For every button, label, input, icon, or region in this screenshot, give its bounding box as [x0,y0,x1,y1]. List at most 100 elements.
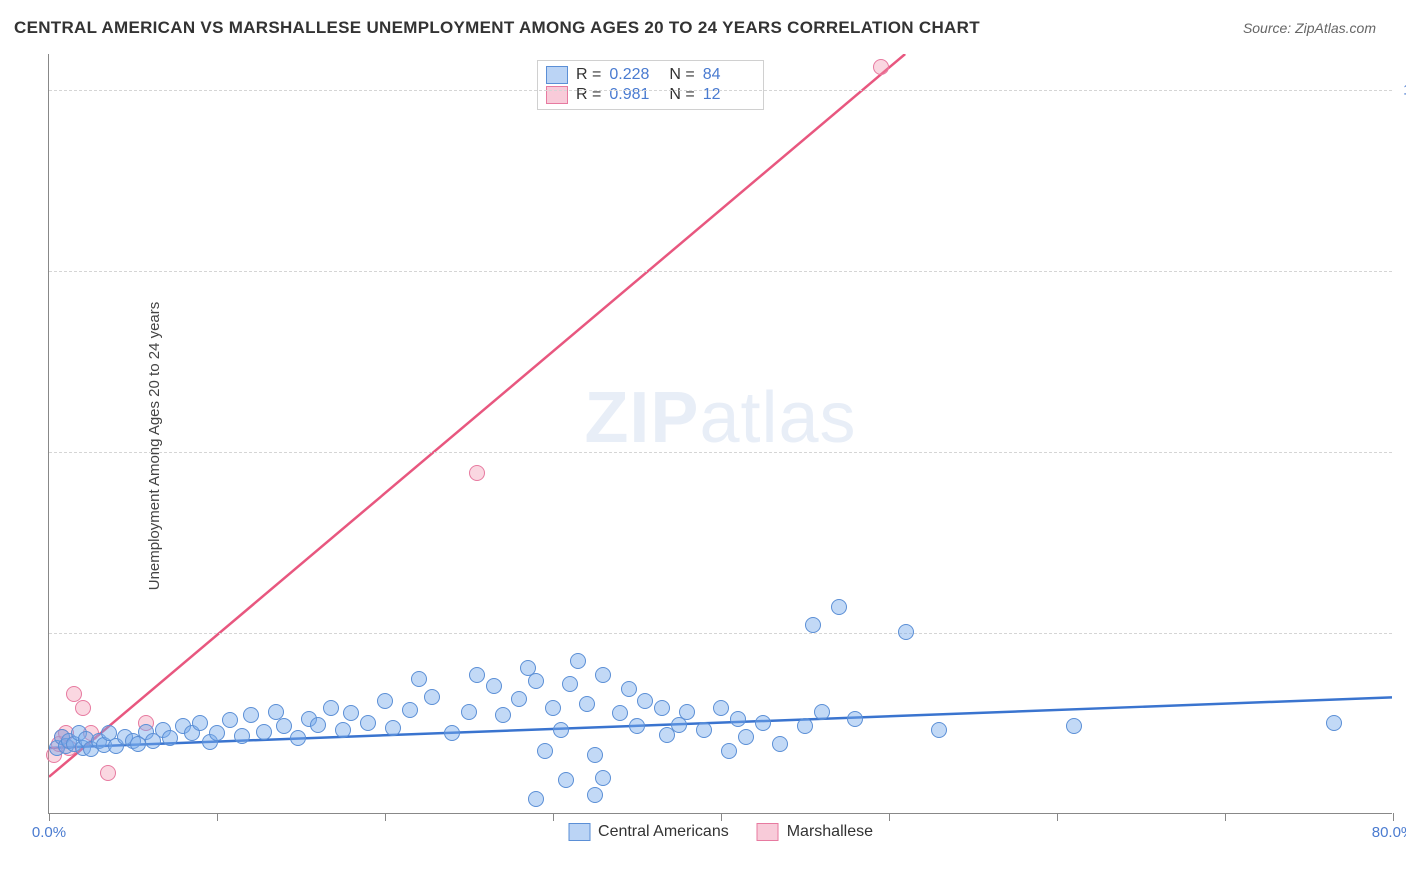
swatch-pink [757,823,779,841]
scatter-point-blue [831,599,847,615]
scatter-point-blue [537,743,553,759]
scatter-point-pink [75,700,91,716]
scatter-point-blue [424,689,440,705]
scatter-point-blue [587,747,603,763]
scatter-point-blue [730,711,746,727]
swatch-blue [546,66,568,84]
scatter-point-blue [579,696,595,712]
scatter-point-blue [545,700,561,716]
gridline-h [49,633,1392,634]
scatter-point-blue [256,724,272,740]
scatter-point-blue [411,671,427,687]
scatter-point-blue [738,729,754,745]
chart-title: CENTRAL AMERICAN VS MARSHALLESE UNEMPLOY… [14,18,980,38]
x-tick [49,813,50,821]
watermark: ZIPatlas [584,377,856,459]
scatter-point-blue [713,700,729,716]
scatter-point-blue [679,704,695,720]
scatter-point-blue [209,725,225,741]
swatch-blue [568,823,590,841]
scatter-point-blue [772,736,788,752]
scatter-point-blue [1326,715,1342,731]
scatter-point-blue [755,715,771,731]
gridline-h [49,271,1392,272]
scatter-point-blue [222,712,238,728]
scatter-point-blue [629,718,645,734]
scatter-point-blue [528,673,544,689]
x-tick [385,813,386,821]
stats-row-pink: R = 0.981 N = 12 [546,85,755,105]
scatter-point-blue [612,705,628,721]
scatter-point-blue [335,722,351,738]
n-label: N = [669,86,694,104]
scatter-point-blue [402,702,418,718]
scatter-point-blue [595,770,611,786]
gridline-h [49,90,1392,91]
scatter-point-blue [495,707,511,723]
chart-container: ZIPatlas R = 0.228 N = 84 R = 0.981 N = … [48,54,1392,844]
x-tick [1057,813,1058,821]
x-tick [889,813,890,821]
scatter-point-blue [444,725,460,741]
source-label: Source: ZipAtlas.com [1243,20,1376,36]
legend-item-blue: Central Americans [568,823,729,841]
scatter-point-blue [1066,718,1082,734]
scatter-point-blue [587,787,603,803]
scatter-point-blue [696,722,712,738]
stats-legend: R = 0.228 N = 84 R = 0.981 N = 12 [537,60,764,110]
scatter-point-blue [511,691,527,707]
scatter-point-blue [898,624,914,640]
n-value-blue: 84 [703,66,755,84]
scatter-point-blue [268,704,284,720]
scatter-point-blue [290,730,306,746]
plot-area: ZIPatlas R = 0.228 N = 84 R = 0.981 N = … [48,54,1392,814]
scatter-point-blue [385,720,401,736]
x-tick [721,813,722,821]
scatter-point-blue [323,700,339,716]
scatter-point-pink [469,465,485,481]
scatter-point-blue [805,617,821,633]
r-value-blue: 0.228 [609,66,661,84]
scatter-point-blue [931,722,947,738]
legend-label-pink: Marshallese [787,823,873,841]
scatter-point-blue [570,653,586,669]
scatter-point-blue [234,728,250,744]
scatter-point-blue [528,791,544,807]
scatter-point-blue [558,772,574,788]
scatter-point-blue [847,711,863,727]
legend-label-blue: Central Americans [598,823,729,841]
scatter-point-blue [814,704,830,720]
r-label: R = [576,66,601,84]
x-tick-label: 0.0% [32,824,66,841]
scatter-point-blue [243,707,259,723]
scatter-point-pink [66,686,82,702]
scatter-point-blue [486,678,502,694]
legend-item-pink: Marshallese [757,823,873,841]
n-value-pink: 12 [703,86,755,104]
scatter-point-blue [595,667,611,683]
scatter-point-blue [621,681,637,697]
watermark-zip: ZIP [584,378,699,458]
scatter-point-blue [562,676,578,692]
scatter-point-pink [873,59,889,75]
r-label: R = [576,86,601,104]
scatter-point-blue [310,717,326,733]
scatter-point-blue [461,704,477,720]
scatter-point-blue [162,730,178,746]
scatter-point-blue [377,693,393,709]
scatter-point-blue [797,718,813,734]
scatter-point-pink [100,765,116,781]
stats-row-blue: R = 0.228 N = 84 [546,65,755,85]
scatter-point-blue [192,715,208,731]
x-tick [1393,813,1394,821]
x-tick-label: 80.0% [1372,824,1406,841]
scatter-point-blue [360,715,376,731]
scatter-point-blue [553,722,569,738]
n-label: N = [669,66,694,84]
scatter-point-blue [654,700,670,716]
scatter-point-blue [637,693,653,709]
gridline-h [49,452,1392,453]
scatter-point-blue [721,743,737,759]
x-tick [217,813,218,821]
x-tick [553,813,554,821]
